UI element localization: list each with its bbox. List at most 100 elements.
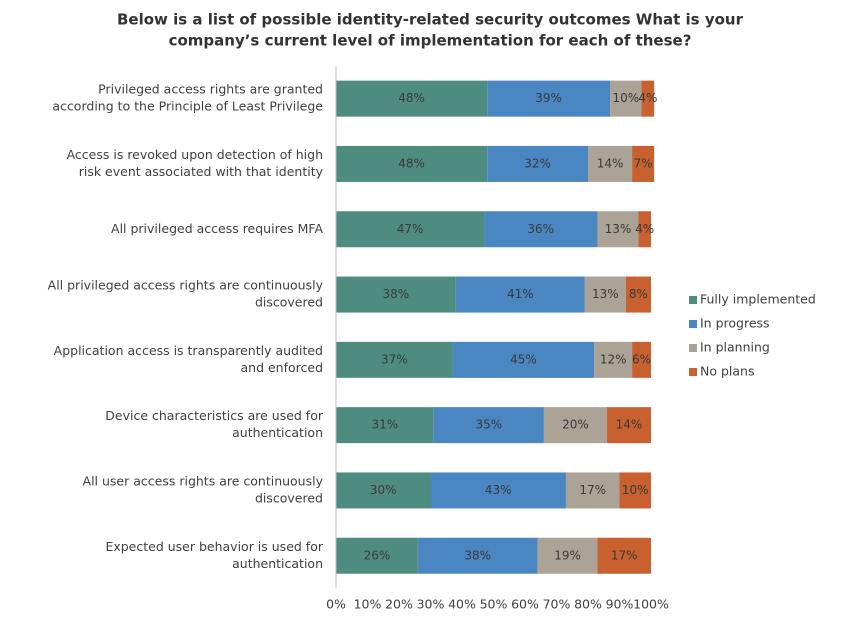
value-label: 20%: [562, 418, 589, 432]
value-label: 39%: [535, 91, 562, 105]
bar-segment: [455, 276, 585, 313]
value-label: 31%: [371, 418, 398, 432]
bar-segment: [594, 341, 633, 378]
category-label: risk event associated with that identity: [79, 164, 324, 179]
x-tick-label: 20%: [385, 597, 413, 612]
bar-segment: [632, 341, 651, 378]
value-label: 12%: [600, 352, 627, 366]
value-label: 38%: [383, 287, 410, 301]
value-label: 6%: [632, 352, 651, 366]
bar-segment: [632, 145, 655, 182]
bar-segment: [606, 407, 651, 444]
value-label: 37%: [381, 352, 408, 366]
value-label: 17%: [611, 548, 638, 562]
legend-label: No plans: [700, 364, 754, 379]
legend-label: In planning: [700, 340, 770, 355]
legend-label: Fully implemented: [700, 292, 816, 307]
x-tick-label: 90%: [606, 597, 634, 612]
value-label: 17%: [579, 483, 606, 497]
bar-segment: [452, 341, 595, 378]
x-tick-label: 40%: [448, 597, 476, 612]
x-tick-label: 10%: [354, 597, 382, 612]
value-label: 19%: [554, 548, 581, 562]
bar-segment: [336, 145, 488, 182]
category-label: All user access rights are continuously: [83, 473, 324, 488]
category-label: discovered: [255, 490, 323, 505]
value-label: 10%: [622, 483, 649, 497]
value-label: 14%: [597, 156, 624, 170]
value-label: 4%: [635, 222, 654, 236]
bar-segment: [430, 472, 566, 509]
value-label: 35%: [475, 418, 502, 432]
bar-segment: [588, 145, 633, 182]
category-label: Access is revoked upon detection of high: [67, 147, 323, 162]
category-label: Expected user behavior is used for: [105, 539, 323, 554]
bar-segment: [619, 472, 651, 509]
category-label: Privileged access rights are granted: [98, 82, 323, 97]
bar-segment: [336, 472, 431, 509]
value-label: 43%: [485, 483, 512, 497]
x-tick-label: 100%: [633, 597, 669, 612]
chart-title: Below is a list of possible identity-rel…: [117, 11, 744, 29]
category-label: according to the Principle of Least Priv…: [52, 99, 323, 114]
bar-segment: [597, 537, 651, 574]
bar-segment: [417, 537, 538, 574]
value-label: 30%: [370, 483, 397, 497]
bar-segment: [641, 80, 655, 117]
x-tick-label: 60%: [511, 597, 539, 612]
bar-segment: [597, 211, 639, 248]
value-label: 48%: [398, 91, 425, 105]
bar-segment: [638, 211, 651, 248]
value-label: 7%: [634, 156, 653, 170]
category-label: authentication: [232, 425, 323, 440]
bar-segment: [336, 537, 418, 574]
legend-swatch: [689, 344, 697, 352]
bar-segment: [543, 407, 607, 444]
bar-segment: [625, 276, 651, 313]
value-label: 36%: [527, 222, 554, 236]
bar-segment: [433, 407, 544, 444]
category-label: All privileged access requires MFA: [111, 221, 323, 236]
category-label: and enforced: [240, 360, 323, 375]
bar-segment: [336, 407, 434, 444]
legend-swatch: [689, 296, 697, 304]
bar-segment: [487, 80, 611, 117]
bar-segment: [336, 80, 488, 117]
value-label: 45%: [510, 352, 537, 366]
bar-segment: [565, 472, 620, 509]
value-label: 13%: [592, 287, 619, 301]
bar-segment: [610, 80, 642, 117]
legend-swatch: [689, 320, 697, 328]
value-label: 14%: [616, 418, 643, 432]
legend-swatch: [689, 368, 697, 376]
chart-title: company’s current level of implementatio…: [169, 32, 692, 50]
value-label: 10%: [612, 91, 639, 105]
value-label: 47%: [397, 222, 424, 236]
x-tick-label: 70%: [543, 597, 571, 612]
x-tick-label: 30%: [417, 597, 445, 612]
bar-segment: [336, 211, 485, 248]
bar-segment: [336, 276, 456, 313]
value-label: 32%: [524, 156, 551, 170]
value-label: 41%: [507, 287, 534, 301]
x-tick-label: 0%: [326, 597, 346, 612]
x-tick-label: 50%: [480, 597, 508, 612]
value-label: 26%: [364, 548, 391, 562]
category-label: discovered: [255, 295, 323, 310]
x-tick-label: 80%: [574, 597, 602, 612]
value-label: 38%: [464, 548, 491, 562]
category-label: All privileged access rights are continu…: [48, 278, 324, 293]
value-label: 13%: [605, 222, 632, 236]
value-label: 4%: [638, 91, 657, 105]
bar-segment: [584, 276, 626, 313]
category-label: authentication: [232, 556, 323, 571]
legend-label: In progress: [700, 316, 770, 331]
bar-segment: [484, 211, 598, 248]
value-label: 48%: [398, 156, 425, 170]
bar-segment: [537, 537, 598, 574]
category-label: Device characteristics are used for: [105, 408, 324, 423]
bar-segment: [336, 341, 453, 378]
value-label: 8%: [629, 287, 648, 301]
bar-segment: [487, 145, 588, 182]
